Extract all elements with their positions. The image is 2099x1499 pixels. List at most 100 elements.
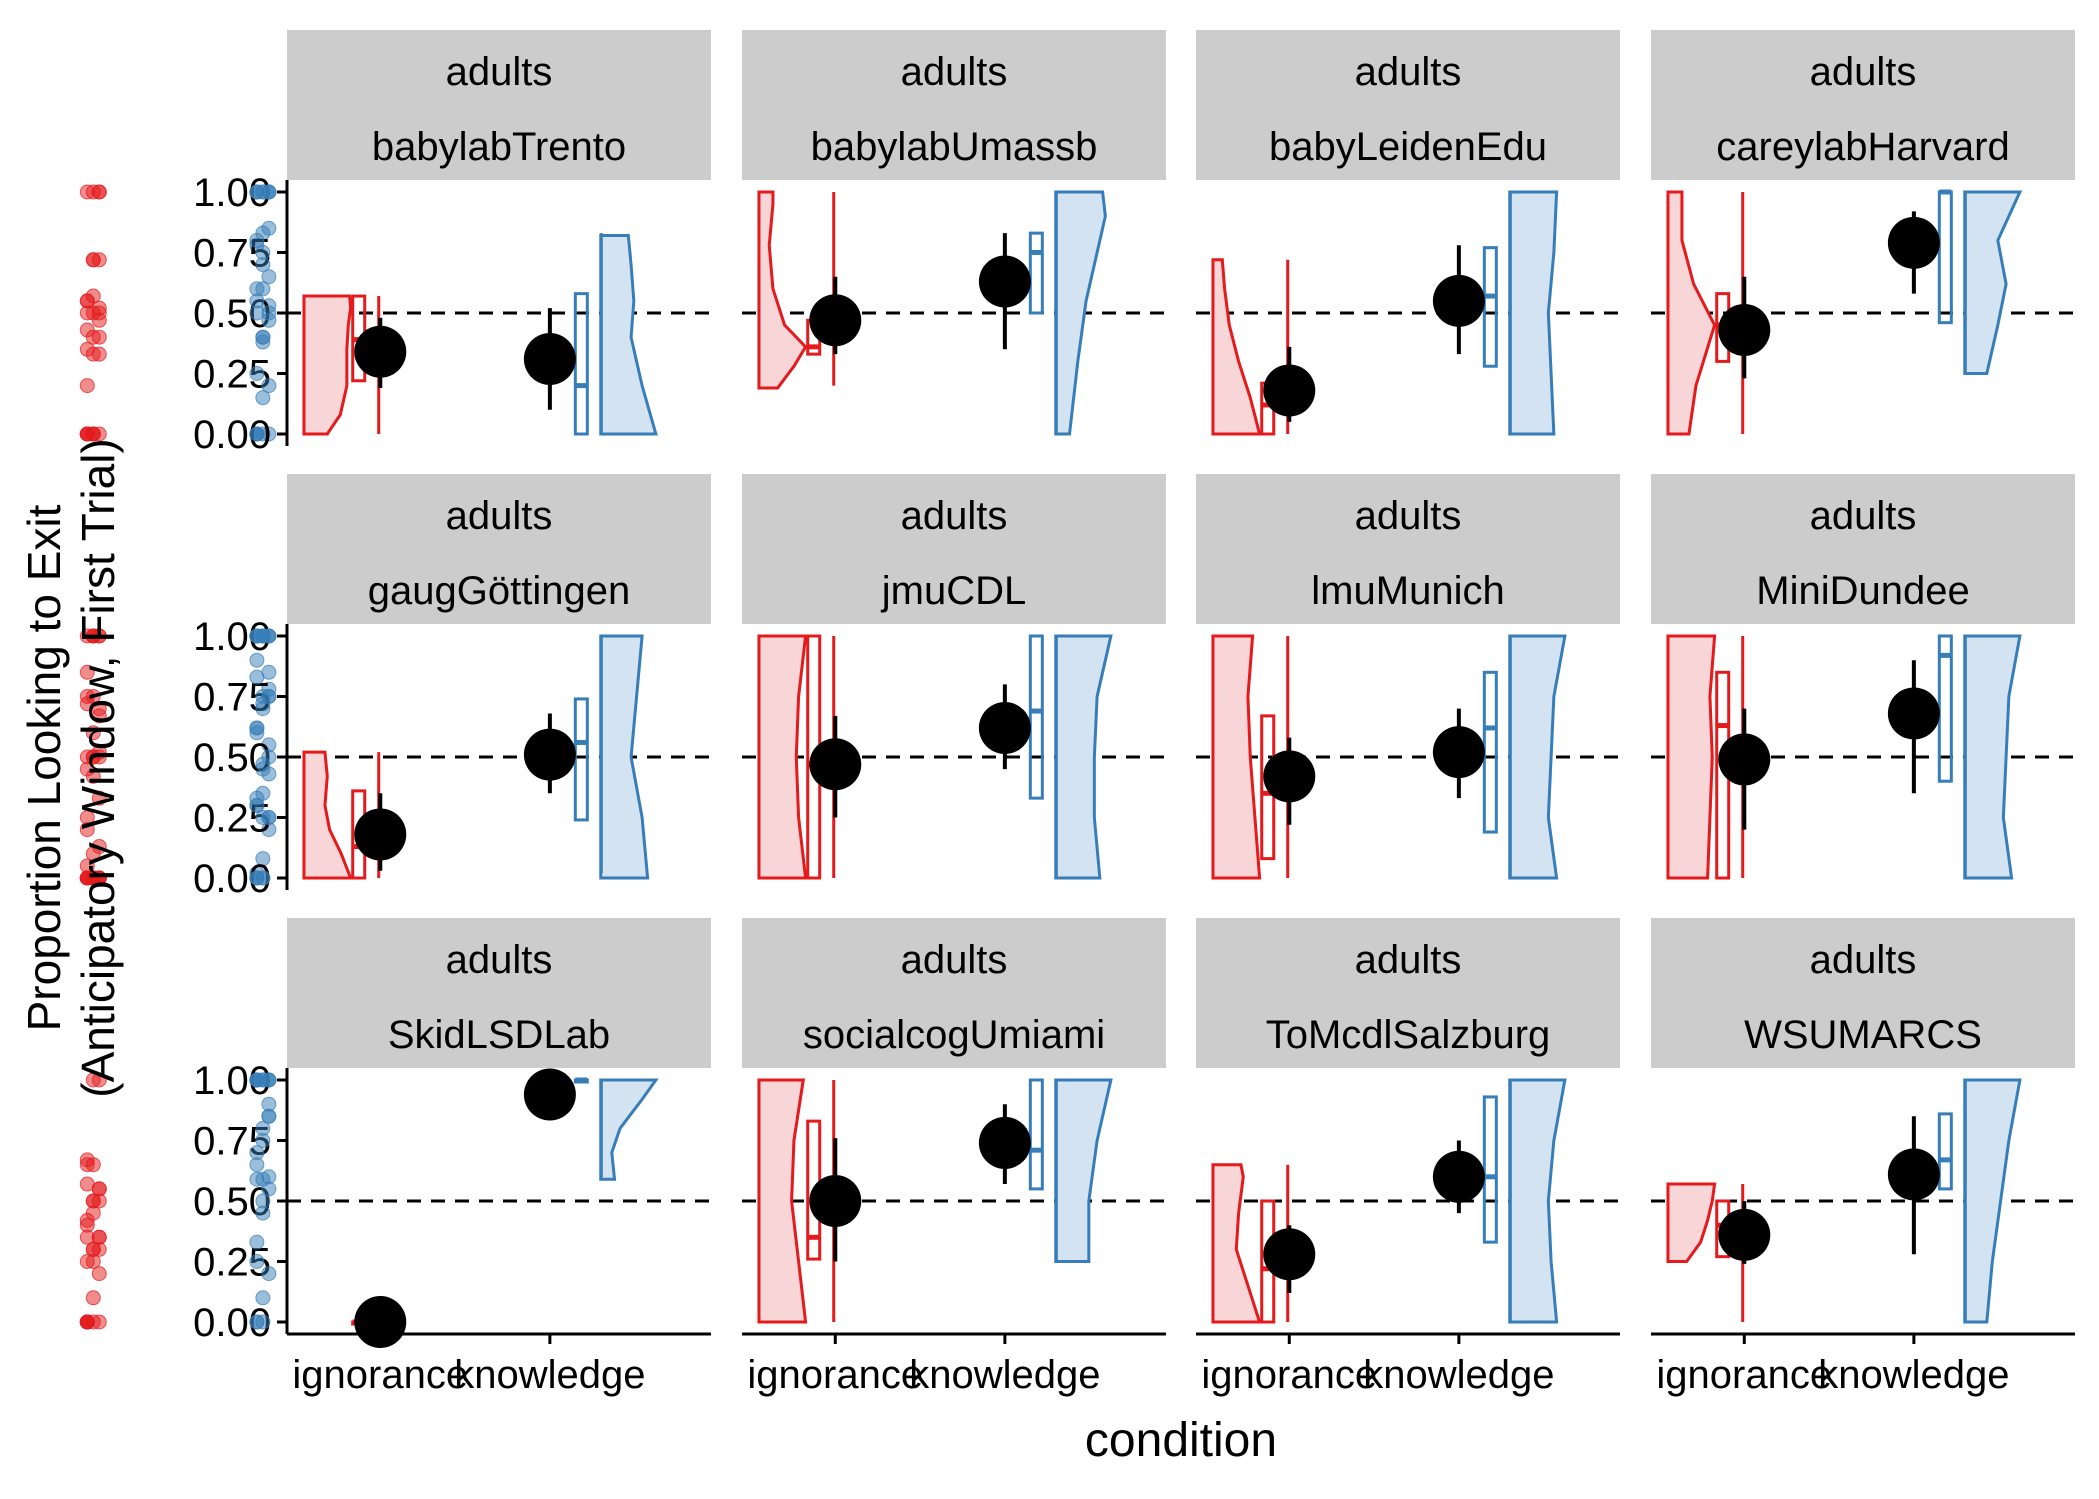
ignorance-density xyxy=(302,750,353,880)
facet-strip xyxy=(742,918,1166,1068)
knowledge-series xyxy=(249,1072,1567,1330)
facet-lab-label: babylabTrento xyxy=(372,125,626,169)
ignorance-point xyxy=(79,689,95,704)
facet-panel: adults jmuCDL xyxy=(79,474,1166,886)
facet-panel: adultsSkidLSDLab0.000.250.500.751.00igno… xyxy=(79,918,711,1397)
ignorance-mean xyxy=(1263,364,1316,417)
ignorance-density xyxy=(1211,258,1262,436)
knowledge-mean xyxy=(1887,1148,1940,1201)
knowledge-point xyxy=(255,334,271,350)
ignorance-mean xyxy=(1718,733,1771,786)
knowledge-point xyxy=(255,851,271,867)
ignorance-mean xyxy=(1263,750,1316,803)
knowledge-point xyxy=(255,810,271,825)
ignorance-point xyxy=(85,725,101,741)
knowledge-point xyxy=(249,652,265,668)
facet-panel: adults lmuMunich xyxy=(79,474,1620,886)
knowledge-point xyxy=(255,245,271,260)
ignorance-density xyxy=(1666,1182,1717,1263)
knowledge-box xyxy=(573,697,589,822)
ignorance-point xyxy=(91,1193,107,1209)
knowledge-mean xyxy=(978,701,1031,754)
facet-group-label: adults xyxy=(1355,938,1462,982)
ignorance-series xyxy=(79,1072,862,1330)
knowledge-box xyxy=(1937,190,1953,325)
x-tick-label: ignorance xyxy=(292,1353,468,1397)
facet-strip xyxy=(742,474,1166,624)
y-axis-label-line-2: (Anticipatory Window, First Trial) xyxy=(72,438,124,1097)
facet-lab-label: babyLeidenEdu xyxy=(1269,125,1547,169)
knowledge-point xyxy=(255,390,271,406)
knowledge-point xyxy=(261,689,277,704)
facet-strip xyxy=(742,30,1166,180)
facet-group-label: adults xyxy=(901,50,1008,94)
knowledge-density xyxy=(1508,1078,1567,1324)
ignorance-point xyxy=(85,1157,101,1173)
knowledge-point xyxy=(249,870,265,886)
knowledge-mean xyxy=(1432,1150,1485,1203)
ignorance-point xyxy=(85,1241,101,1257)
knowledge-point xyxy=(255,1314,271,1330)
knowledge-point xyxy=(249,669,265,685)
x-tick-label: knowledge xyxy=(909,1353,1100,1397)
x-tick-label: knowledge xyxy=(1818,1353,2009,1397)
knowledge-point xyxy=(261,269,277,285)
ignorance-density xyxy=(1211,1163,1262,1324)
x-tick-label: ignorance xyxy=(1656,1353,1832,1397)
knowledge-point xyxy=(261,312,277,328)
facet-grid: adultsbabylabTrento0.000.250.500.751.00a… xyxy=(79,30,2075,1397)
ignorance-density xyxy=(757,190,808,390)
ignorance-point xyxy=(91,1229,107,1245)
knowledge-point xyxy=(255,1290,271,1306)
knowledge-box xyxy=(1482,246,1498,368)
facet-strip xyxy=(287,474,711,624)
ignorance-point xyxy=(91,839,107,855)
knowledge-density xyxy=(1963,190,2023,375)
ignorance-point xyxy=(79,341,95,357)
ignorance-point xyxy=(79,1314,95,1330)
facet-lab-label: socialcogUmiami xyxy=(803,1013,1105,1057)
ignorance-mean xyxy=(1718,1208,1771,1261)
x-tick-label: knowledge xyxy=(454,1353,645,1397)
ignorance-series xyxy=(79,184,1771,442)
facet-group-label: adults xyxy=(1355,50,1462,94)
facet-lab-label: SkidLSDLab xyxy=(388,1013,610,1057)
facet-group-label: adults xyxy=(1810,494,1917,538)
facet-group-label: adults xyxy=(1810,50,1917,94)
ignorance-series xyxy=(79,1176,1771,1330)
facet-strip xyxy=(287,918,711,1068)
facet-strip xyxy=(1196,30,1620,180)
knowledge-point xyxy=(261,749,277,765)
ignorance-point xyxy=(91,790,107,806)
x-axis-label: condition xyxy=(1085,1414,1277,1467)
knowledge-density xyxy=(1963,634,2022,880)
facet-lab-label: babylabUmassb xyxy=(811,125,1098,169)
facet-strip xyxy=(287,30,711,180)
knowledge-series xyxy=(249,1068,659,1187)
facet-lab-label: lmuMunich xyxy=(1311,569,1504,613)
facet-group-label: adults xyxy=(446,938,553,982)
ignorance-mean xyxy=(809,738,862,791)
knowledge-point xyxy=(261,1169,277,1185)
ignorance-point xyxy=(85,870,101,886)
ignorance-point xyxy=(79,1254,95,1269)
facet-strip xyxy=(1196,474,1620,624)
facet-strip xyxy=(1651,474,2075,624)
ignorance-point xyxy=(85,768,101,784)
ignorance-point xyxy=(91,701,107,717)
facet-strip xyxy=(1196,918,1620,1068)
knowledge-box xyxy=(1937,1112,1953,1191)
knowledge-mean xyxy=(1887,216,1940,269)
ignorance-mean xyxy=(809,1175,862,1227)
knowledge-point xyxy=(249,426,265,442)
knowledge-mean xyxy=(978,1116,1031,1169)
facet-group-label: adults xyxy=(1810,938,1917,982)
ignorance-density xyxy=(757,634,808,880)
knowledge-mean xyxy=(523,1068,576,1121)
knowledge-point xyxy=(249,232,265,248)
facet-panel: adults careylabHarvard xyxy=(79,30,2075,442)
knowledge-box xyxy=(573,292,589,436)
